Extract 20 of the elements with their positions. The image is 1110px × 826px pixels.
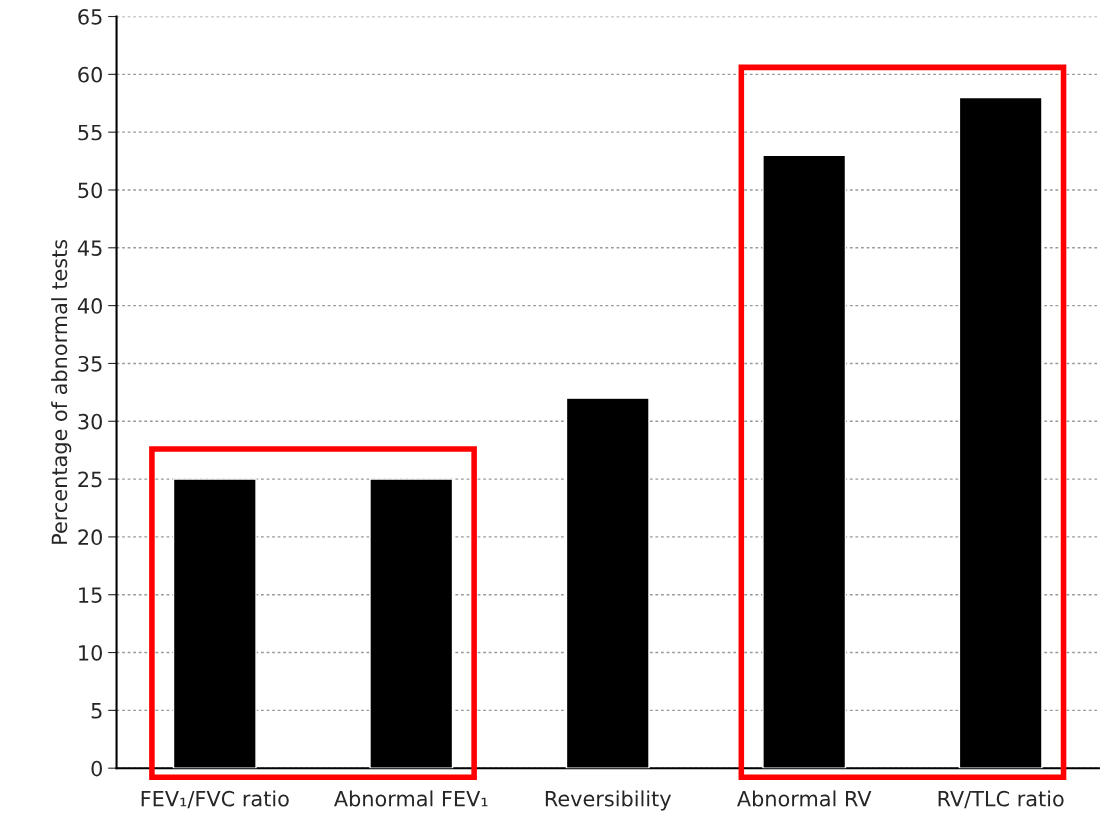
y-tick-label: 65: [78, 8, 102, 25]
y-tick-label: 60: [78, 66, 102, 83]
y-tick-label: 15: [79, 587, 102, 603]
y-tick-label: 35: [78, 355, 102, 372]
y-tick-label: 0: [91, 760, 102, 777]
y-tick-label: 5: [91, 703, 102, 719]
y-tick-label: 45: [77, 240, 102, 257]
y-axis-title: Percentage of abnormal tests: [51, 239, 72, 544]
x-tick-label: Abnormal RV: [737, 790, 872, 807]
y-tick-label: 50: [78, 182, 102, 199]
y-tick-label: 10: [79, 644, 102, 661]
y-tick-label: 20: [78, 529, 102, 546]
x-tick-label: FEV₁/FVC ratio: [141, 790, 289, 809]
y-tick-label: 40: [77, 298, 102, 314]
y-tick-label: 55: [78, 124, 102, 141]
x-tick-label: Reversibility: [545, 790, 671, 811]
y-tick-label: 30: [78, 413, 102, 430]
y-tick-label: 25: [78, 471, 102, 488]
x-tick-label: RV/TLC ratio: [938, 790, 1064, 809]
x-tick-label: Abnormal FEV₁: [333, 790, 488, 807]
